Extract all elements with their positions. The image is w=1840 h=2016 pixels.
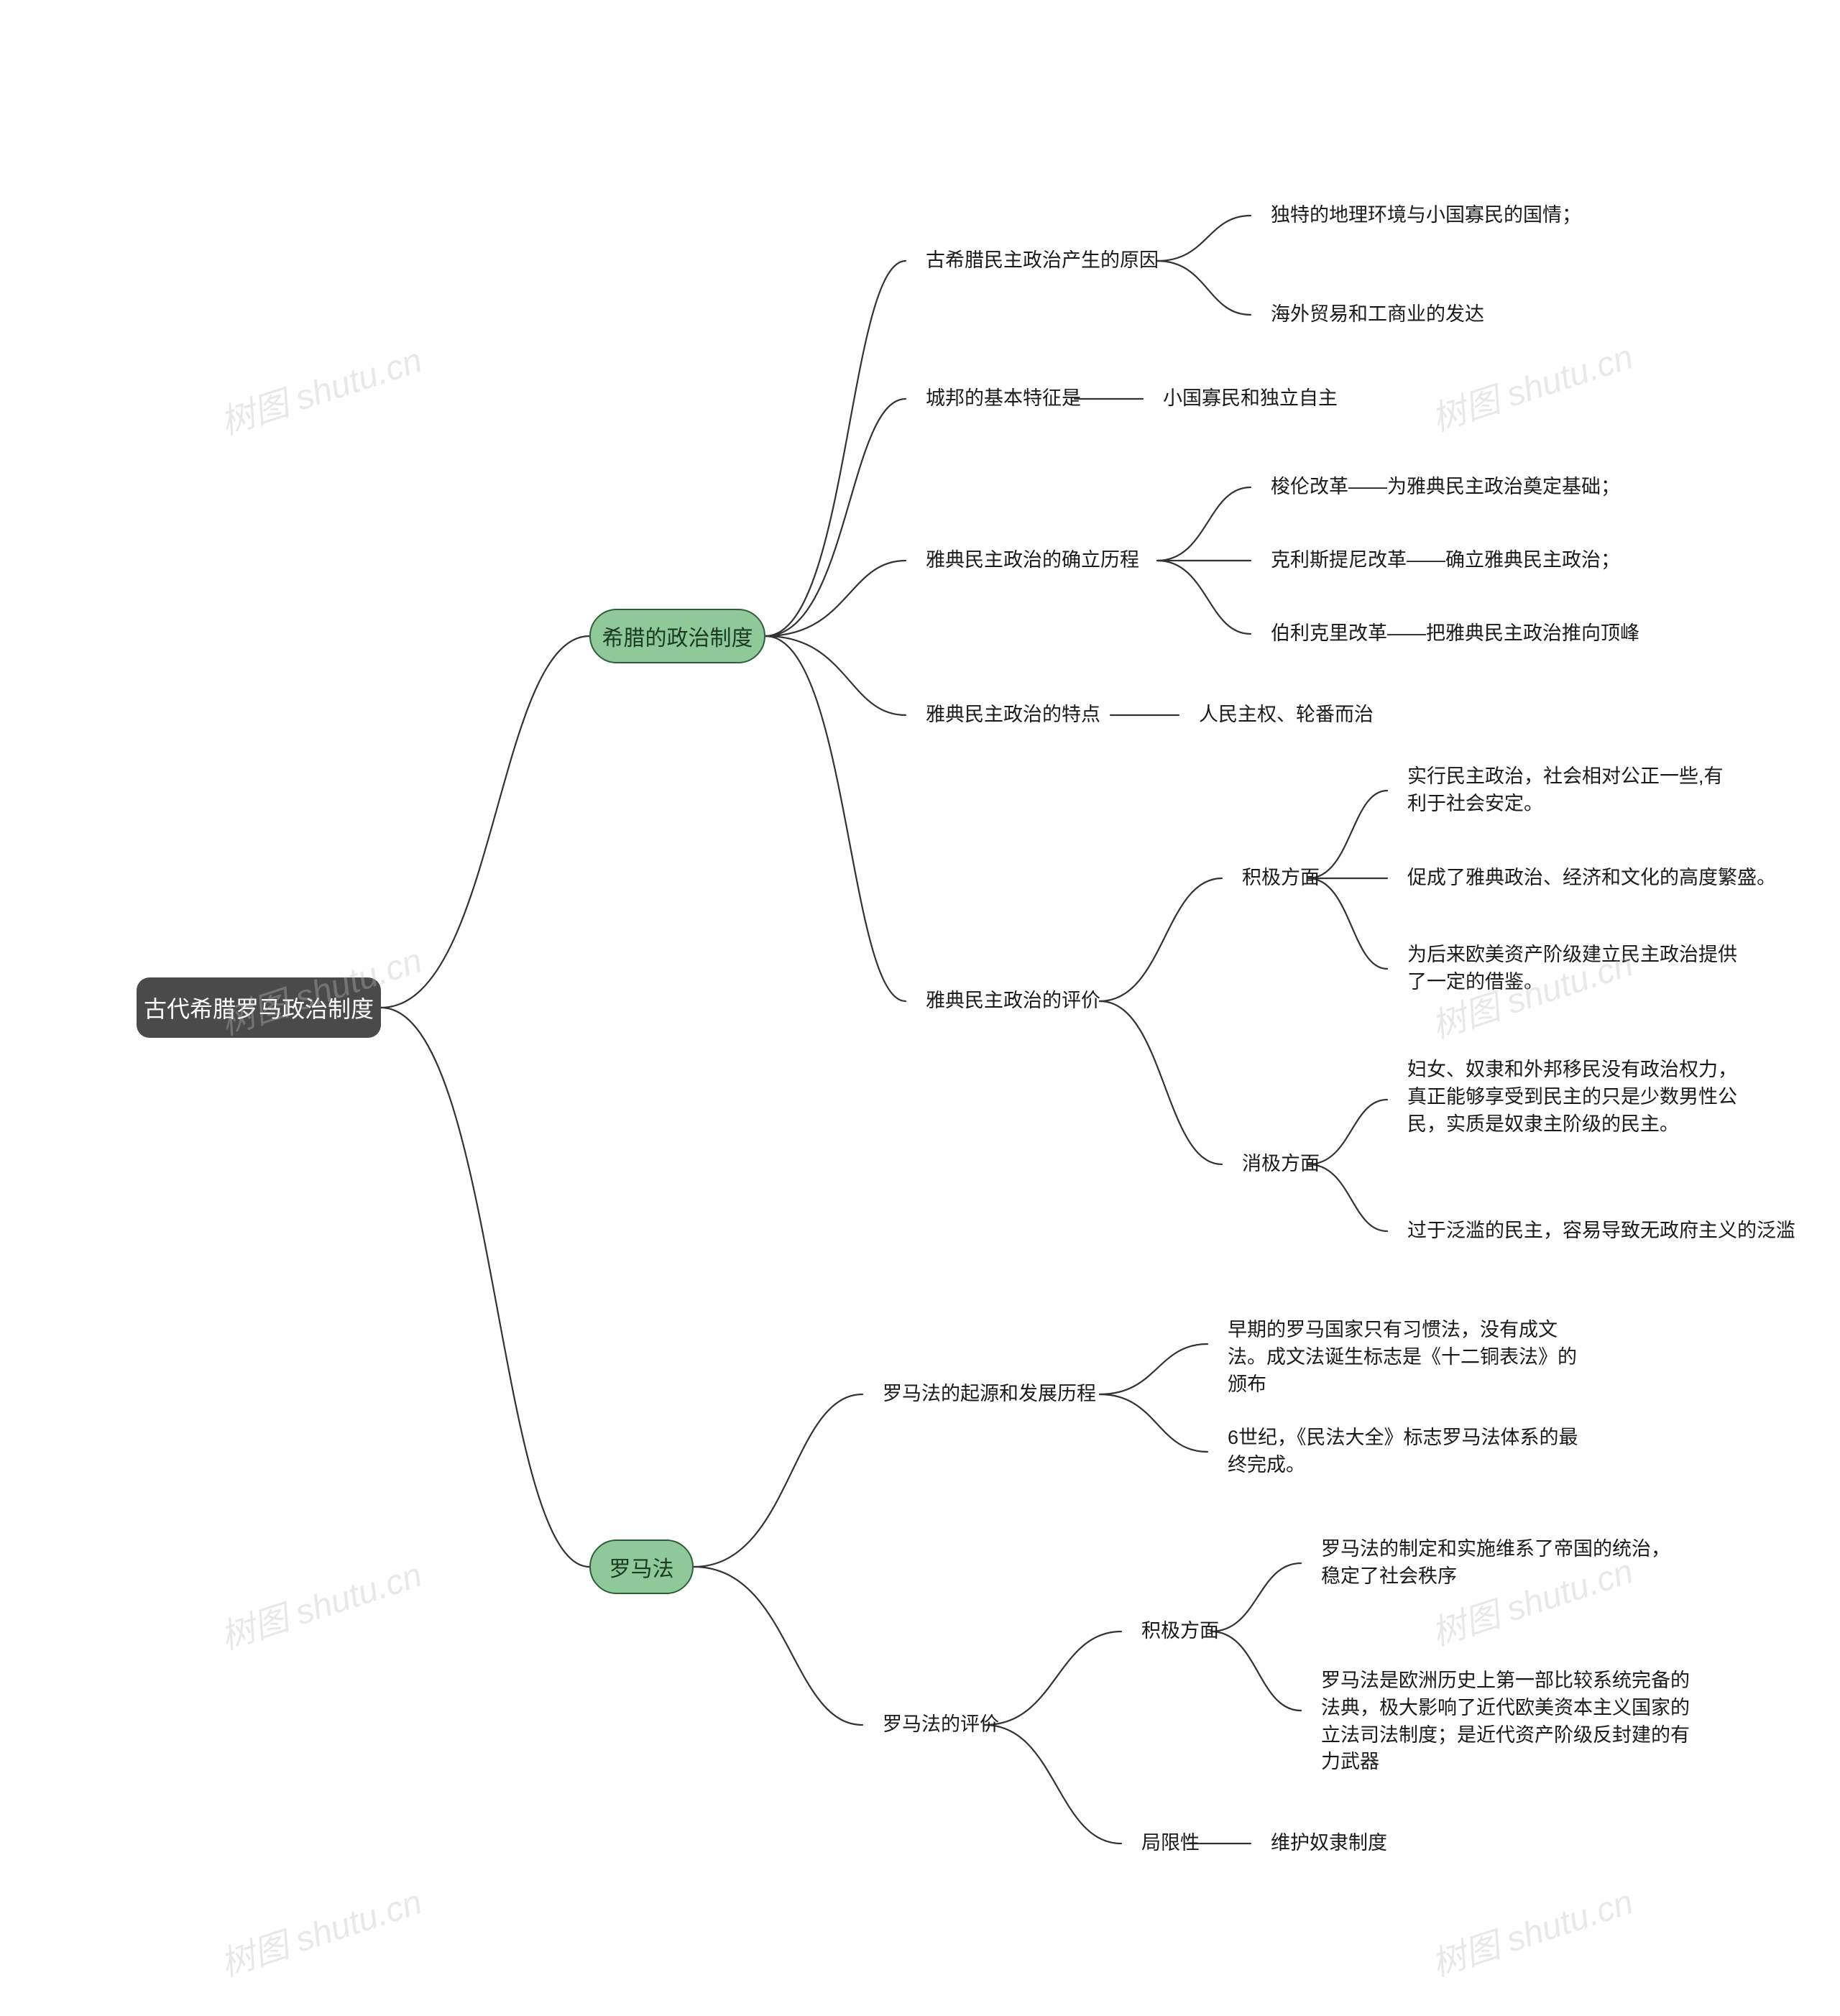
greece-polis-value: 小国寡民和独立自主 bbox=[1143, 385, 1358, 413]
greece-eval-negative[interactable]: 消极方面 bbox=[1222, 1151, 1340, 1178]
greece-eval-negative-0: 妇女、奴隶和外邦移民没有政治权力，真正能够享受到民主的只是少数男性公民，实质是奴… bbox=[1387, 1057, 1768, 1138]
greece-eval-negative-1: 过于泛滥的民主，容易导致无政府主义的泛滥 bbox=[1387, 1218, 1816, 1245]
branch-rome[interactable]: 罗马法 bbox=[589, 1539, 694, 1594]
greece-eval-positive[interactable]: 积极方面 bbox=[1222, 865, 1340, 892]
greece-process-item-1: 克利斯提尼改革——确立雅典民主政治； bbox=[1251, 547, 1640, 574]
rome-eval-positive-1: 罗马法是欧洲历史上第一部比较系统完备的法典，极大影响了近代欧美资本主义国家的立法… bbox=[1301, 1667, 1718, 1776]
rome-origin-item-0: 早期的罗马国家只有习惯法，没有成文法。成文法诞生标志是《十二铜表法》的颁布 bbox=[1208, 1317, 1610, 1398]
watermark: 树图 shutu.cn bbox=[1424, 328, 1638, 441]
branch-greece[interactable]: 希腊的政治制度 bbox=[589, 609, 765, 663]
greece-features-value: 人民主权、轮番而治 bbox=[1179, 701, 1394, 729]
greece-eval-positive-0: 实行民主政治，社会相对公正一些,有利于社会安定。 bbox=[1387, 763, 1761, 818]
greece-causes-item-1: 海外贸易和工商业的发达 bbox=[1251, 301, 1504, 328]
rome-eval-limit-value: 维护奴隶制度 bbox=[1251, 1830, 1407, 1857]
watermark: 树图 shutu.cn bbox=[213, 1874, 427, 1986]
greece-eval-positive-2: 为后来欧美资产阶级建立民主政治提供了一定的借鉴。 bbox=[1387, 942, 1761, 996]
greece-eval[interactable]: 雅典民主政治的评价 bbox=[906, 988, 1121, 1015]
greece-eval-positive-1: 促成了雅典政治、经济和文化的高度繁盛。 bbox=[1387, 865, 1796, 892]
watermark: 树图 shutu.cn bbox=[213, 332, 427, 444]
greece-causes[interactable]: 古希腊民主政治产生的原因 bbox=[906, 247, 1179, 275]
greece-causes-item-0: 独特的地理环境与小国寡民的国情； bbox=[1251, 202, 1601, 229]
watermark: 树图 shutu.cn bbox=[1424, 1874, 1638, 1986]
rome-eval[interactable]: 罗马法的评价 bbox=[862, 1711, 1019, 1739]
root-node[interactable]: 古代希腊罗马政治制度 bbox=[137, 977, 381, 1038]
rome-origin-item-1: 6世纪，《民法大全》标志罗马法体系的最终完成。 bbox=[1208, 1424, 1610, 1479]
greece-process-item-0: 梭伦改革——为雅典民主政治奠定基础； bbox=[1251, 474, 1640, 501]
rome-origin[interactable]: 罗马法的起源和发展历程 bbox=[862, 1381, 1116, 1408]
greece-polis[interactable]: 城邦的基本特征是 bbox=[906, 385, 1101, 413]
rome-eval-positive[interactable]: 积极方面 bbox=[1121, 1618, 1239, 1645]
mindmap-canvas: 古代希腊罗马政治制度 希腊的政治制度 古希腊民主政治产生的原因 独特的地理环境与… bbox=[0, 0, 1840, 2016]
watermark: 树图 shutu.cn bbox=[213, 1547, 427, 1659]
greece-process-item-2: 伯利克里改革——把雅典民主政治推向顶峰 bbox=[1251, 620, 1660, 648]
greece-process[interactable]: 雅典民主政治的确立历程 bbox=[906, 547, 1159, 574]
rome-eval-limit[interactable]: 局限性 bbox=[1121, 1830, 1220, 1857]
rome-eval-positive-0: 罗马法的制定和实施维系了帝国的统治，稳定了社会秩序 bbox=[1301, 1536, 1703, 1591]
greece-features[interactable]: 雅典民主政治的特点 bbox=[906, 701, 1121, 729]
